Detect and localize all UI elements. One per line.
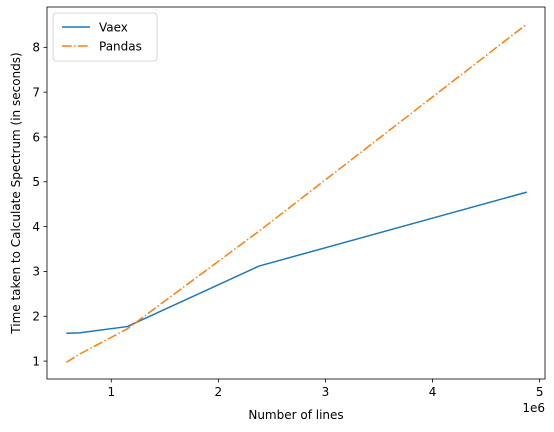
legend-box <box>52 12 158 62</box>
plot-lines <box>65 23 528 364</box>
x-tick-label: 2 <box>215 385 223 399</box>
y-tick-label: 7 <box>32 85 40 99</box>
series-line-pandas <box>65 23 528 364</box>
legend: Vaex Pandas <box>52 12 158 62</box>
y-axis-ticks: 1 2 3 4 5 6 7 8 <box>32 41 47 368</box>
axes-frame <box>46 6 546 380</box>
x-axis-offset-label: 1e6 <box>522 401 545 415</box>
legend-label-vaex: Vaex <box>99 20 128 34</box>
y-tick-label: 3 <box>32 265 40 279</box>
x-axis-label: Number of lines <box>248 408 343 422</box>
y-tick-label: 6 <box>32 130 40 144</box>
y-tick-label: 1 <box>32 354 40 368</box>
x-tick-label: 5 <box>536 385 544 399</box>
y-tick-label: 8 <box>32 41 40 55</box>
y-tick-label: 4 <box>32 220 40 234</box>
series-line-vaex <box>66 191 527 335</box>
y-tick-label: 5 <box>32 175 40 189</box>
x-tick-label: 3 <box>322 385 330 399</box>
x-tick-label: 4 <box>429 385 437 399</box>
x-axis-ticks: 1 2 3 4 5 <box>107 379 543 399</box>
legend-label-pandas: Pandas <box>99 39 142 53</box>
x-tick-label: 1 <box>107 385 115 399</box>
y-tick-label: 2 <box>32 310 40 324</box>
y-axis-label: Time taken to Calculate Spectrum (in sec… <box>9 52 23 334</box>
